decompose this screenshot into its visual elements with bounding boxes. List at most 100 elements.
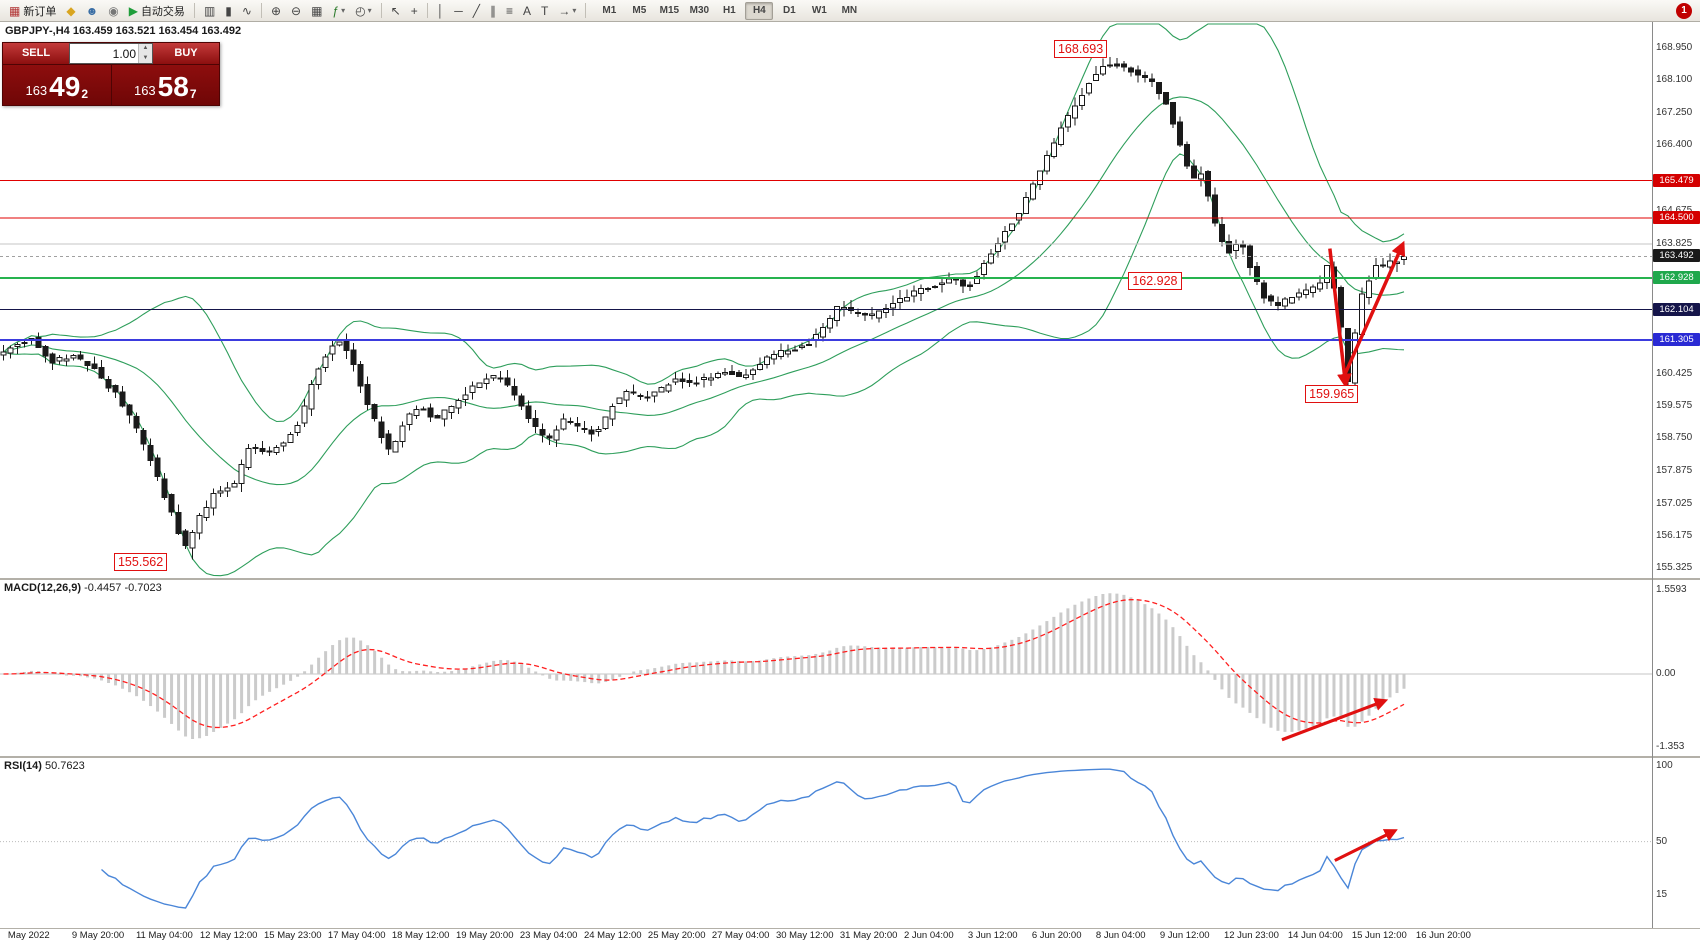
community-icon[interactable]: ◉	[104, 1, 122, 21]
line-chart-icon: ∿	[241, 3, 252, 18]
rsi-canvas[interactable]	[0, 758, 1652, 928]
timeframe-h4-button[interactable]: H4	[745, 1, 774, 20]
pane-separator[interactable]	[0, 756, 1700, 758]
price-annotation: 168.693	[1053, 39, 1108, 58]
timeframe-m5-button[interactable]: M5	[632, 4, 647, 16]
timeframe-m15-button[interactable]: M15	[659, 4, 680, 16]
indicators-icon: ƒ	[332, 3, 340, 18]
buy-price[interactable]: 163 58 7	[110, 65, 220, 105]
volume-down-button[interactable]: ▼	[142, 54, 149, 61]
price-axis-label: 159.575	[1656, 400, 1693, 412]
bar-chart-icon: ▥	[203, 3, 216, 18]
price-annotation: 162.928	[1128, 271, 1182, 290]
rsi-pane[interactable]: RSI(14) 50.7623 100 50 15	[0, 758, 1700, 928]
timeframe-m30-button[interactable]: M30	[689, 4, 710, 16]
macd-label: MACD(12,26,9) -0.4457 -0.7023	[4, 582, 162, 594]
timeframe-mn-button[interactable]: MN	[841, 4, 858, 16]
label-tool-icon[interactable]: T	[537, 1, 552, 21]
text-tool-icon[interactable]: A	[519, 1, 535, 21]
symbol-info: GBPJPY-,H4 163.459 163.521 163.454 163.4…	[5, 25, 241, 37]
time-axis-label: 9 May 20:00	[71, 930, 125, 941]
tile-windows-icon[interactable]: ▦	[307, 1, 326, 21]
price-badge: 161.305	[1653, 333, 1700, 347]
fibonacci-icon: ≡	[505, 3, 513, 18]
candlestick-chart-icon[interactable]: ▮	[221, 1, 236, 21]
timeframe-w1-button[interactable]: W1	[811, 4, 827, 16]
expert-advisors-icon: ◆	[66, 3, 76, 18]
time-axis-label: 18 May 12:00	[391, 930, 450, 941]
timeframe-h1-button[interactable]: H1	[722, 4, 736, 16]
timeframe-d1-button[interactable]: D1	[782, 4, 796, 16]
trendline-icon[interactable]: ╱	[469, 1, 484, 21]
indicators-icon[interactable]: ƒ ▾	[328, 1, 349, 21]
time-axis-label: 12 Jun 23:00	[1223, 930, 1279, 941]
time-axis[interactable]: May 2022 9 May 20:00 11 May 04:00 12 May 12…	[0, 929, 1700, 941]
zoom-in-icon: ⊕	[270, 3, 282, 18]
autotrading-icon: ▶	[128, 3, 138, 18]
time-axis-label: 3 Jun 12:00	[967, 930, 1018, 941]
price-axis-label: 160.425	[1656, 367, 1693, 379]
sell-price-sup: 2	[81, 87, 89, 101]
periods-icon: ◴	[355, 3, 366, 18]
time-axis-label: 8 Jun 04:00	[1095, 930, 1146, 941]
rsi-value: 50.7623	[44, 760, 85, 772]
macd-canvas[interactable]	[0, 580, 1652, 756]
sell-price[interactable]: 163 49 2	[3, 65, 111, 105]
periods-icon[interactable]: ◴ ▾	[351, 1, 376, 21]
accounts-icon[interactable]: ☻	[82, 1, 103, 21]
sell-price-prefix: 163	[25, 83, 48, 98]
time-axis-label: 25 May 20:00	[647, 930, 706, 941]
expert-advisors-icon[interactable]: ◆	[62, 1, 79, 21]
rsi-axis-label: 15	[1656, 888, 1668, 900]
fibonacci-icon[interactable]: ≡	[502, 1, 517, 21]
crosshair-icon[interactable]: +	[407, 1, 422, 21]
tile-windows-icon: ▦	[311, 3, 323, 18]
community-icon: ◉	[108, 3, 119, 18]
price-axis-label: 156.175	[1656, 530, 1693, 541]
autotrading-button[interactable]: ▶ 自动交易	[125, 1, 189, 21]
zoom-out-icon[interactable]: ⊖	[287, 1, 305, 21]
time-axis-label: 27 May 04:00	[711, 930, 770, 941]
buy-button[interactable]: BUY	[153, 43, 219, 64]
time-axis-label: 11 May 04:00	[135, 930, 193, 941]
time-axis-label: 9 Jun 12:00	[1159, 930, 1210, 941]
chevron-down-icon: ▾	[367, 6, 372, 15]
price-axis-label: 157.875	[1656, 465, 1693, 477]
arrows-tool-icon[interactable]: → ▾	[554, 1, 580, 21]
price-chart-pane[interactable]: GBPJPY-,H4 163.459 163.521 163.454 163.4…	[0, 22, 1700, 578]
price-axis-label: 155.325	[1656, 562, 1693, 574]
time-axis-label: 17 May 04:00	[327, 930, 386, 941]
toolbar-separator	[260, 3, 262, 18]
price-chart-canvas[interactable]	[0, 22, 1652, 578]
toolbar-separator	[193, 3, 195, 18]
time-axis-label: May 2022	[7, 930, 50, 941]
cursor-icon: ↖	[390, 3, 401, 18]
zoom-in-icon[interactable]: ⊕	[267, 1, 285, 21]
time-axis-label: 30 May 12:00	[775, 930, 834, 941]
volume-input[interactable]	[70, 44, 138, 63]
macd-axis-label: -1.353	[1656, 740, 1685, 752]
macd-pane[interactable]: MACD(12,26,9) -0.4457 -0.7023 1.5593 0.00…	[0, 580, 1700, 756]
notification-badge[interactable]: 1	[1676, 2, 1692, 19]
pane-separator[interactable]	[0, 578, 1700, 580]
volume-up-button[interactable]: ▲	[142, 45, 149, 51]
timeframe-m1-button[interactable]: M1	[602, 4, 617, 16]
price-axis-label: 158.750	[1656, 431, 1693, 443]
macd-values: -0.4457 -0.7023	[84, 582, 162, 594]
line-chart-icon[interactable]: ∿	[238, 1, 256, 21]
symbol-info-text: GBPJPY-,H4 163.459 163.521 163.454 163.4…	[5, 25, 242, 37]
vertical-line-icon[interactable]: │	[433, 1, 449, 21]
time-axis-label: 31 May 20:00	[839, 930, 898, 941]
time-axis-label: 14 Jun 04:00	[1287, 930, 1343, 941]
bar-chart-icon[interactable]: ▥	[200, 1, 219, 21]
cursor-icon[interactable]: ↖	[387, 1, 405, 21]
horizontal-line-icon[interactable]: ─	[450, 1, 467, 21]
buy-price-prefix: 163	[133, 83, 156, 98]
channel-icon[interactable]: ∥	[486, 1, 500, 21]
price-annotation: 159.965	[1305, 385, 1359, 404]
trendline-icon: ╱	[472, 3, 480, 18]
sell-button[interactable]: SELL	[3, 43, 69, 64]
toolbar: ▦ 新订单 ◆ ☻ ◉ ▶ 自动交易 ▥ ▮ ∿ ⊕ ⊖ ▦ ƒ ▾ ◴ ▾ ↖ + │ ─ ╱ ∥ ≡ A T → ▾ M1 M5 M1…	[0, 0, 1700, 22]
rsi-label: RSI(14) 50.7623	[4, 760, 85, 772]
new-order-button[interactable]: ▦ 新订单	[5, 1, 60, 21]
